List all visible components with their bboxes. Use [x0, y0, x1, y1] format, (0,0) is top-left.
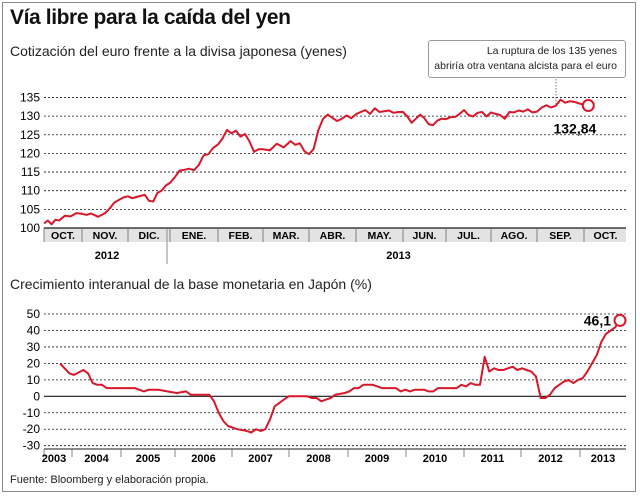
- chart2-ytick-label: 50: [27, 307, 41, 321]
- chart1-ytick-label: 105: [20, 202, 40, 216]
- chart1-month-band: [44, 228, 626, 242]
- chart1-subtitle: Cotización del euro frente a la divisa j…: [10, 43, 347, 59]
- chart1-month-label: SEP.: [549, 230, 572, 242]
- source-note: Fuente: Bloomberg y elaboración propia.: [10, 474, 209, 486]
- chart1-month-label: JUN.: [413, 230, 437, 242]
- chart2-ytick-label: 40: [27, 323, 41, 337]
- figure-title: Vía libre para la caída del yen: [10, 6, 291, 29]
- chart1-month-label: MAY.: [367, 230, 391, 242]
- chart2-year-label: 2012: [538, 453, 562, 465]
- chart1-month-label: JUL.: [457, 230, 480, 242]
- chart2-year-label: 2009: [365, 453, 389, 465]
- chart1-annotation-line-2: abriría otra ventana alcista para el eur…: [434, 60, 617, 72]
- chart1-month-label: NOV.: [93, 230, 118, 242]
- chart2-last-point-marker: [613, 313, 627, 327]
- chart1-month-label: ENE.: [182, 230, 207, 242]
- chart1-ytick-label: 130: [20, 109, 40, 123]
- chart2-series-line: [59, 319, 621, 434]
- chart2-ytick-label: 10: [27, 373, 41, 387]
- chart1-last-value-label: 132,84: [553, 121, 596, 137]
- chart1-year-label: 2012: [95, 250, 119, 262]
- chart2-subtitle: Crecimiento interanual de la base moneta…: [10, 276, 372, 292]
- chart2-ytick-label: -10: [23, 406, 41, 420]
- chart1-annotation: La ruptura de los 135 yenes abriría otra…: [428, 40, 626, 78]
- chart2-year-label: 2006: [191, 453, 215, 465]
- chart1-month-label: DIC.: [139, 230, 160, 242]
- figure-frame: [2, 2, 636, 492]
- chart1-ytick-label: 100: [20, 221, 40, 235]
- chart2-year-label: 2010: [423, 453, 447, 465]
- chart2-ytick-label: 0: [33, 389, 40, 403]
- chart2-year-label: 2005: [136, 453, 160, 465]
- chart2-year-label: 2011: [481, 453, 505, 465]
- chart2-year-label: 2013: [591, 453, 615, 465]
- chart1-month-label: AGO.: [501, 230, 528, 242]
- chart2-year-label: 2004: [84, 453, 109, 465]
- chart1-annotation-line-1: La ruptura de los 135 yenes: [486, 45, 617, 57]
- chart1-ytick-label: 125: [20, 128, 40, 142]
- chart1-month-label: OCT.: [51, 230, 75, 242]
- chart2-last-value-label: 46,1: [584, 312, 611, 328]
- chart1-ytick-label: 115: [21, 165, 40, 179]
- chart1-month-label: FEB.: [229, 230, 253, 242]
- chart2-ytick-label: 20: [27, 356, 41, 370]
- chart2-ytick-label: -20: [23, 422, 41, 436]
- chart1-last-point-marker: [581, 99, 595, 113]
- chart2-year-label: 2003: [42, 453, 66, 465]
- chart2-ytick-label: 30: [27, 340, 41, 354]
- chart1-ytick-label: 110: [21, 184, 40, 198]
- chart1-ytick-label: 135: [20, 90, 40, 104]
- chart1-series-line: [43, 98, 589, 226]
- chart2-year-label: 2007: [248, 453, 272, 465]
- chart1-month-label: OCT.: [594, 230, 618, 242]
- chart1-month-label: MAR.: [273, 230, 300, 242]
- chart2-year-label: 2008: [306, 453, 330, 465]
- chart2-ytick-label: -30: [23, 439, 41, 453]
- chart1-month-label: ABR.: [320, 230, 346, 242]
- chart1-ytick-label: 120: [20, 146, 40, 160]
- chart1-year-label: 2013: [386, 250, 410, 262]
